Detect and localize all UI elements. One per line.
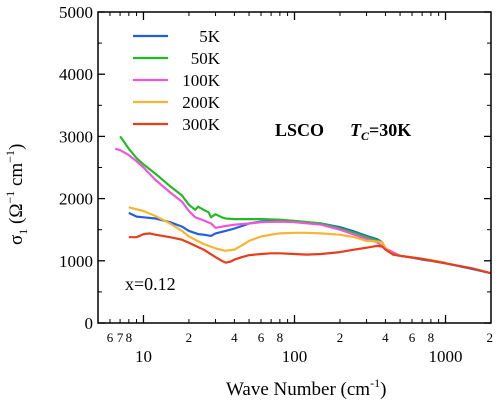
- annotation-compound: LSCO: [275, 120, 324, 140]
- x-minor-tick-label: 4: [382, 330, 389, 345]
- x-major-tick-label: 10: [135, 347, 152, 366]
- x-minor-tick-label: 7: [117, 330, 124, 345]
- y-tick-label: 3000: [59, 127, 93, 146]
- x-minor-tick-label: 2: [487, 330, 494, 345]
- legend-label: 50K: [191, 49, 221, 68]
- series-line-300K: [128, 232, 491, 275]
- y-tick-label: 1000: [59, 252, 93, 271]
- x-minor-tick-label: 8: [126, 330, 133, 345]
- y-tick-label: 2000: [59, 190, 93, 209]
- annotation-tc: TC=30K: [350, 120, 411, 143]
- x-minor-tick-label: 2: [337, 330, 344, 345]
- x-axis-title: Wave Number (cm-1): [226, 376, 386, 400]
- legend-label: 100K: [182, 71, 221, 90]
- x-major-tick-label: 100: [282, 347, 308, 366]
- series-line-50K: [119, 135, 446, 264]
- series-layer: [114, 135, 491, 275]
- legend-label: 200K: [182, 93, 221, 112]
- legend-label: 5K: [199, 27, 221, 46]
- y-axis-title: σ1 (Ω−1 cm−1): [3, 144, 30, 245]
- x-minor-tick-label: 6: [409, 330, 416, 345]
- x-minor-tick-label: 2: [186, 330, 193, 345]
- x-minor-tick-label: 6: [107, 330, 114, 345]
- x-minor-tick-label: 8: [428, 330, 435, 345]
- x-major-tick-label: 1000: [429, 347, 463, 366]
- annotation-doping: x=0.12: [125, 274, 176, 294]
- y-tick-label: 5000: [59, 3, 93, 22]
- series-line-100K: [114, 147, 446, 264]
- x-minor-tick-label: 6: [258, 330, 265, 345]
- legend: 5K 50K 100K 200K 300K: [133, 27, 221, 134]
- x-minor-tick-label: 8: [277, 330, 284, 345]
- series-line-200K: [128, 206, 446, 264]
- x-minor-tick-label: 4: [231, 330, 238, 345]
- legend-label: 300K: [182, 115, 221, 134]
- y-tick-label: 4000: [59, 65, 93, 84]
- y-tick-label: 0: [85, 314, 94, 333]
